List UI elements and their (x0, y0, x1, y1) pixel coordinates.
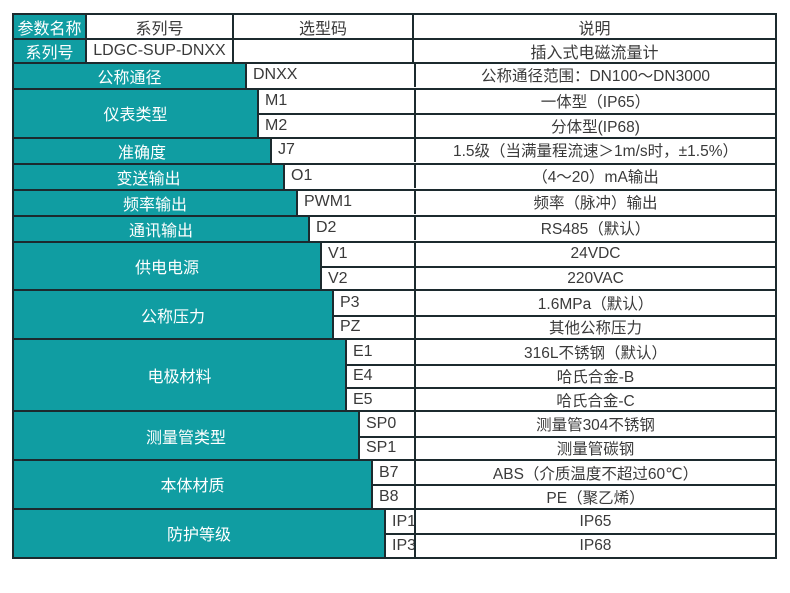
option-row: IP1 IP65 (386, 509, 775, 534)
desc-cell: 测量管304不锈钢 (536, 416, 655, 434)
code-cell: E1 (347, 340, 416, 364)
code-cell: IP1 (386, 509, 416, 534)
code-cell: DNXX (247, 63, 416, 88)
desc-cell: （4～20）mA输出 (532, 169, 659, 187)
code-cell: PWM1 (298, 190, 416, 214)
code-cell: M1 (259, 89, 416, 114)
desc-cell: 哈氏合金-B (556, 369, 635, 387)
desc-cell: 分体型(IP68) (551, 118, 640, 136)
option-row: E5 哈氏合金-C (347, 386, 775, 411)
param-group-electrode-material: 电极材料 E1 316L不锈钢（默认） E4 哈氏合金-B E5 哈氏合金-C (14, 338, 775, 411)
option-row: M1 一体型（IP65） (259, 89, 775, 114)
option-row: P3 1.6MPa（默认） (334, 291, 775, 315)
code-cell: E4 (347, 365, 416, 387)
code-cell: SP1 (360, 437, 416, 460)
option-row: SP1 测量管碳钢 (360, 435, 775, 460)
desc-cell: ABS（介质温度不超过60℃） (492, 465, 699, 483)
desc-cell: IP65 (579, 512, 612, 530)
option-row: M2 分体型(IP68) (259, 113, 775, 137)
option-row: D2 RS485（默认） (310, 216, 775, 240)
param-label: 测量管类型 (14, 412, 360, 460)
table-header-row: 参数名称 系列号 选型码 说明 (14, 15, 775, 39)
param-group-measuring-tube-type: 测量管类型 SP0 测量管304不锈钢 SP1 测量管碳钢 (14, 410, 775, 460)
param-label: 供电电源 (14, 242, 322, 290)
param-group-frequency-output: 频率输出 PWM1 频率（脉冲）输出 (14, 188, 775, 215)
option-row: B7 ABS（介质温度不超过60℃） (373, 461, 775, 485)
param-label: 电极材料 (14, 340, 347, 411)
param-group-meter-type: 仪表类型 M1 一体型（IP65） M2 分体型(IP68) (14, 87, 775, 137)
option-row: V2 220VAC (322, 265, 775, 290)
param-label: 仪表类型 (14, 89, 259, 137)
option-row: DNXX 公称通径范围：DN100～DN3000 (247, 63, 775, 88)
option-row: PWM1 频率（脉冲）输出 (298, 190, 775, 214)
code-cell: V2 (322, 267, 416, 290)
desc-cell: IP68 (579, 536, 612, 554)
param-label: 频率输出 (14, 190, 298, 215)
code-cell: SP0 (360, 412, 416, 436)
param-group-nominal-diameter: 公称通径 DNXX 公称通径范围：DN100～DN3000 (14, 61, 775, 88)
desc-cell: 1.6MPa（默认） (537, 296, 654, 314)
desc-cell: 测量管碳钢 (556, 441, 635, 459)
desc-cell: 1.5级（当满量程流速＞1m/s时，±1.5%） (453, 143, 738, 161)
option-row: J7 1.5级（当满量程流速＞1m/s时，±1.5%） (272, 138, 775, 162)
desc-cell: 220VAC (567, 269, 624, 287)
desc-cell: 哈氏合金-C (556, 392, 635, 410)
header-cell-selection-code: 选型码 (234, 15, 414, 39)
header-cell-param-name: 参数名称 (14, 15, 87, 39)
option-row: PZ 其他公称压力 (334, 314, 775, 339)
param-label: 公称压力 (14, 291, 334, 339)
option-row: E1 316L不锈钢（默认） (347, 340, 775, 364)
option-row: IP3 IP68 (386, 533, 775, 557)
option-row: B8 PE（聚乙烯） (373, 484, 775, 508)
param-label: 准确度 (14, 138, 272, 163)
series-desc-cell: 插入式电磁流量计 (530, 45, 659, 62)
param-group-protection-rating: 防护等级 IP1 IP65 IP3 IP68 (14, 507, 775, 557)
desc-cell: 一体型（IP65） (540, 94, 651, 112)
code-cell: E5 (347, 388, 416, 411)
param-group-transmitter-output: 变送输出 O1 （4～20）mA输出 (14, 162, 775, 189)
desc-cell: 其他公称压力 (548, 320, 642, 338)
code-cell: V1 (322, 242, 416, 266)
desc-cell: 公称通径范围：DN100～DN3000 (480, 68, 711, 86)
param-group-power-supply: 供电电源 V1 24VDC V2 220VAC (14, 240, 775, 290)
desc-cell: 频率（脉冲）输出 (533, 195, 658, 213)
series-value-cell: LDGC-SUP-DNXX (87, 40, 234, 62)
code-cell: O1 (285, 164, 416, 188)
selection-code-table: 参数名称 系列号 选型码 说明 系列号 LDGC-SUP-DNXX 插入式电磁流… (12, 13, 777, 559)
param-label: 公称通径 (14, 63, 247, 88)
header-cell-series-no: 系列号 (87, 15, 234, 39)
code-cell: D2 (310, 216, 416, 240)
series-label-cell: 系列号 (14, 40, 87, 62)
code-cell: J7 (272, 138, 416, 162)
code-cell: M2 (259, 115, 416, 137)
param-group-nominal-pressure: 公称压力 P3 1.6MPa（默认） PZ 其他公称压力 (14, 289, 775, 339)
param-label: 通讯输出 (14, 216, 310, 241)
param-group-accuracy: 准确度 J7 1.5级（当满量程流速＞1m/s时，±1.5%） (14, 136, 775, 163)
desc-cell: 316L不锈钢（默认） (524, 344, 667, 362)
code-cell: B7 (373, 461, 416, 485)
option-row: V1 24VDC (322, 242, 775, 266)
option-row: SP0 测量管304不锈钢 (360, 412, 775, 436)
code-cell: P3 (334, 291, 416, 315)
code-cell: PZ (334, 316, 416, 339)
header-cell-description: 说明 (578, 20, 611, 38)
param-group-communication-output: 通讯输出 D2 RS485（默认） (14, 214, 775, 241)
desc-cell: RS485（默认） (540, 221, 651, 239)
option-row: E4 哈氏合金-B (347, 363, 775, 387)
code-cell: IP3 (386, 535, 416, 557)
param-label: 本体材质 (14, 461, 373, 508)
desc-cell: 24VDC (570, 245, 621, 263)
series-empty-code-cell (234, 40, 414, 62)
series-row: 系列号 LDGC-SUP-DNXX 插入式电磁流量计 (14, 38, 775, 62)
option-row: O1 （4～20）mA输出 (285, 164, 775, 188)
code-cell: B8 (373, 486, 416, 508)
param-label: 变送输出 (14, 164, 285, 189)
desc-cell: PE（聚乙烯） (546, 490, 645, 508)
param-group-body-material: 本体材质 B7 ABS（介质温度不超过60℃） B8 PE（聚乙烯） (14, 459, 775, 508)
param-label: 防护等级 (14, 509, 386, 557)
